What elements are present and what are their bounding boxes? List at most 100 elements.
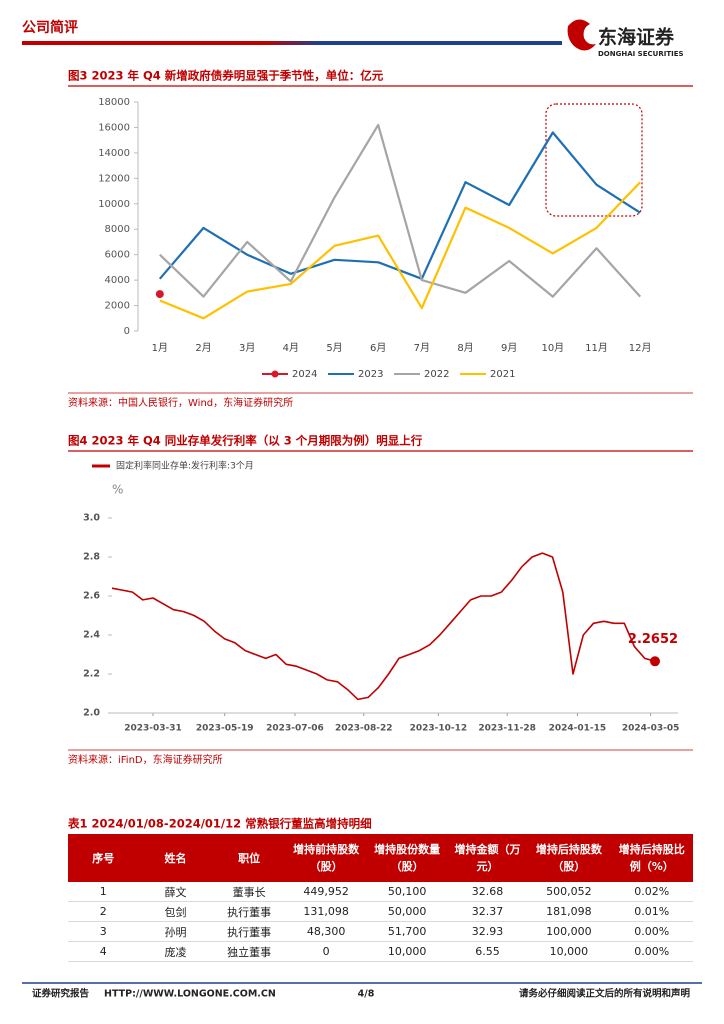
column-header: 增持股份数量（股） xyxy=(366,834,448,882)
y-tick-label: 10000 xyxy=(98,199,130,210)
figure-title: 图4 2023 年 Q4 同业存单发行利率（以 3 个月期限为例）明显上行 xyxy=(68,434,423,448)
table-cell: 3 xyxy=(68,921,139,942)
table-cell: 51,700 xyxy=(366,921,448,942)
x-tick-label: 9月 xyxy=(501,342,517,354)
data-point xyxy=(155,290,164,299)
table-row: 1 薛文 董事长 449,952 50,100 32.68 500,052 0.02% xyxy=(68,882,693,902)
column-header: 增持前持股数（股） xyxy=(286,834,367,882)
footer-url: HTTP://WWW.LONGONE.COM.CN xyxy=(104,989,276,1000)
x-tick-label: 2023-11-28 xyxy=(478,724,536,734)
table-cell: 50,000 xyxy=(366,901,448,922)
legend-label: 2024 xyxy=(292,369,317,380)
series-line xyxy=(111,552,656,701)
logo-subtitle: DONGHAI SECURITIES xyxy=(598,50,684,58)
y-tick-label: 2.4 xyxy=(83,630,100,641)
x-tick-label: 2月 xyxy=(195,342,211,354)
y-tick-label: 2.6 xyxy=(83,591,100,602)
legend-label: 2022 xyxy=(424,369,449,380)
x-tick-label: 1月 xyxy=(152,342,168,354)
x-tick-label: 10月 xyxy=(541,342,564,354)
table-cell: 执行董事 xyxy=(212,921,287,942)
y-tick-label: 0 xyxy=(124,326,130,337)
table-cell: 0.00% xyxy=(610,921,693,942)
y-tick-label: 2.8 xyxy=(83,552,100,563)
table-cell: 庞凌 xyxy=(138,941,213,962)
table-header: 序号 姓名 职位 增持前持股数（股） 增持股份数量（股） 增持金额（万元） 增持后持股数（股… xyxy=(68,834,693,882)
table-cell: 100,000 xyxy=(527,921,611,942)
x-tick-label: 5月 xyxy=(326,342,342,354)
legend-label: 2023 xyxy=(358,369,383,380)
logo-icon xyxy=(567,19,596,51)
legend-label: 2021 xyxy=(490,369,515,380)
table-cell: 孙明 xyxy=(138,921,213,942)
table-cell: 32.37 xyxy=(447,901,528,922)
x-tick-label: 2023-03-31 xyxy=(124,724,182,734)
table-row: 2 包剑 执行董事 131,098 50,000 32.37 181,098 0.01% xyxy=(68,901,693,922)
footer-right: 请务必仔细阅读正文后的所有说明和声明 xyxy=(519,988,691,1000)
table-cell: 48,300 xyxy=(286,921,367,942)
table-cell: 500,052 xyxy=(527,882,611,902)
table-cell: 1 xyxy=(68,882,139,902)
series-line xyxy=(159,181,641,320)
table-row: 3 孙明 执行董事 48,300 51,700 32.93 100,000 0.00% xyxy=(68,921,693,942)
x-tick-label: 3月 xyxy=(239,342,255,354)
x-tick-label: 2023-05-19 xyxy=(196,724,254,734)
table-cell: 449,952 xyxy=(286,882,367,902)
table-cell: 50,100 xyxy=(366,882,448,902)
y-tick-label: 14000 xyxy=(98,148,130,159)
y-tick-label: 2.2 xyxy=(83,669,100,680)
series-line xyxy=(159,123,642,298)
table-cell: 4 xyxy=(68,941,139,962)
x-tick-label: 12月 xyxy=(629,342,652,354)
table-cell: 0.02% xyxy=(610,882,693,902)
highlight-box xyxy=(545,103,643,217)
x-tick-label: 7月 xyxy=(414,342,430,354)
y-axis-unit: % xyxy=(112,483,123,497)
column-header: 姓名 xyxy=(138,834,213,882)
column-header: 增持后持股比例（%） xyxy=(610,834,693,882)
y-tick-label: 4000 xyxy=(105,275,130,286)
y-tick-label: 6000 xyxy=(105,250,130,261)
table-title: 表1 2024/01/08-2024/01/12 常熟银行董监高增持明细 xyxy=(67,817,372,831)
y-tick-label: 2000 xyxy=(105,301,130,312)
table-cell: 0.00% xyxy=(610,941,693,962)
table-cell: 董事长 xyxy=(212,882,287,902)
header-rule xyxy=(22,41,562,45)
page-number: 4/8 xyxy=(358,989,375,1000)
x-tick-label: 2023-07-06 xyxy=(266,724,324,734)
column-header: 增持后持股数（股） xyxy=(527,834,611,882)
table-cell: 执行董事 xyxy=(212,901,287,922)
table-cell: 131,098 xyxy=(286,901,367,922)
column-header: 序号 xyxy=(68,834,139,882)
legend-label: 固定利率同业存单:发行利率:3个月 xyxy=(116,460,254,472)
x-tick-label: 8月 xyxy=(457,342,473,354)
table-cell: 2 xyxy=(68,901,139,922)
section-title: 公司简评 xyxy=(22,19,78,36)
data-table: 序号 姓名 职位 增持前持股数（股） 增持股份数量（股） 增持金额（万元） 增持后持股数（股… xyxy=(68,834,693,962)
table-cell: 32.93 xyxy=(447,921,528,942)
table-cell: 32.68 xyxy=(447,882,528,902)
table-cell: 包剑 xyxy=(138,901,213,922)
y-tick-label: 12000 xyxy=(98,173,130,184)
table-cell: 0 xyxy=(286,941,367,962)
figure-title: 图3 2023 年 Q4 新增政府债券明显强于季节性，单位：亿元 xyxy=(68,69,384,83)
table-cell: 10,000 xyxy=(527,941,611,962)
source-text: 资料来源：iFinD，东海证券研究所 xyxy=(68,753,223,766)
table-cell: 10,000 xyxy=(366,941,448,962)
x-tick-label: 4月 xyxy=(283,342,299,354)
table-cell: 0.01% xyxy=(610,901,693,922)
x-tick-label: 2023-10-12 xyxy=(410,724,468,734)
footer-left: 证券研究报告 xyxy=(32,988,90,1000)
legend-marker xyxy=(271,370,279,378)
x-tick-label: 6月 xyxy=(370,342,386,354)
y-tick-label: 3.0 xyxy=(83,513,100,524)
table-cell: 薛文 xyxy=(138,882,213,902)
table-cell: 181,098 xyxy=(527,901,611,922)
column-header: 职位 xyxy=(212,834,287,882)
y-tick-label: 16000 xyxy=(98,122,130,133)
value-annotation: 2.2652 xyxy=(628,632,678,647)
x-tick-label: 2024-03-05 xyxy=(622,724,680,734)
x-tick-label: 2023-08-22 xyxy=(335,724,393,734)
